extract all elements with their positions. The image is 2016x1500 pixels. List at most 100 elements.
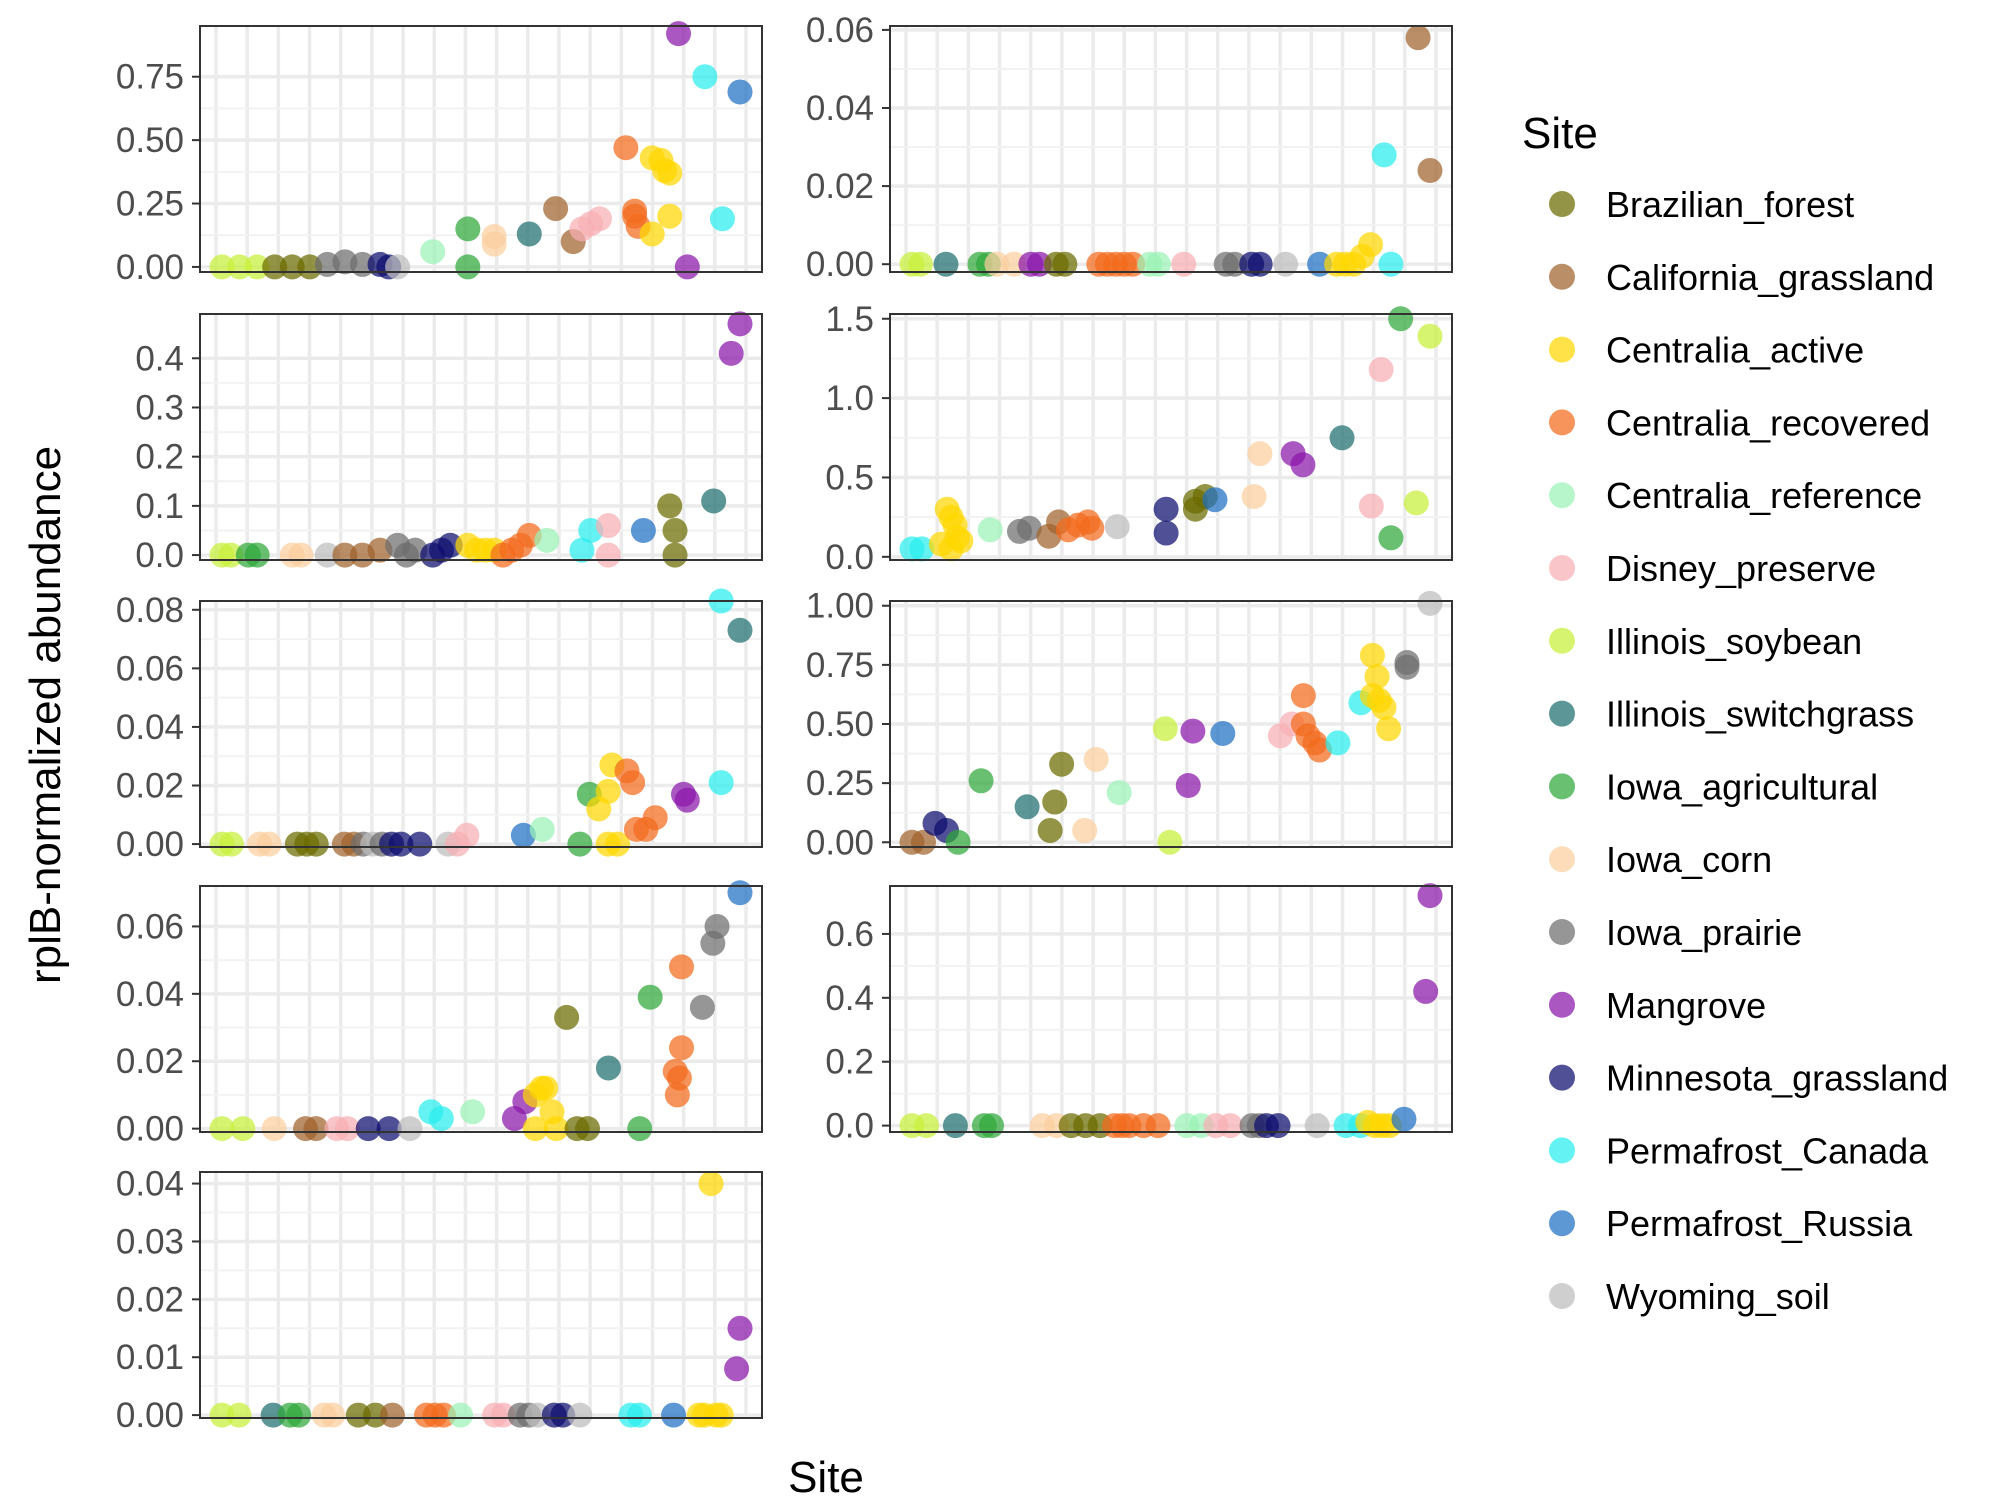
data-point — [1079, 515, 1105, 541]
data-point — [1217, 1113, 1243, 1139]
data-point — [460, 1099, 486, 1125]
data-point — [674, 254, 700, 280]
y-tick-label: 0.08 — [116, 591, 184, 630]
y-tick-label: 0.00 — [116, 1110, 184, 1149]
data-point — [279, 254, 305, 280]
legend-label: Wyoming_soil — [1606, 1276, 1830, 1317]
data-point — [968, 768, 994, 794]
chart-panels: 0.000.250.500.750.000.020.040.06 0.0 0.1 0.… — [116, 11, 1453, 1435]
data-point — [388, 831, 414, 857]
data-point — [218, 831, 244, 857]
legend-item: Centralia_active — [1549, 330, 1864, 371]
data-point — [1378, 525, 1404, 551]
data-point — [727, 1315, 753, 1341]
legend-item: California_grassland — [1549, 257, 1934, 298]
data-point — [637, 984, 663, 1010]
data-point — [704, 913, 730, 939]
data-point — [533, 1075, 559, 1101]
legend-key — [1549, 409, 1575, 436]
panel-border — [199, 600, 763, 848]
data-point — [669, 954, 695, 980]
legend-item: Iowa_agricultural — [1549, 766, 1878, 807]
data-point — [1145, 251, 1171, 277]
panel-p1: 0.00 0.25 0.50 0.75 — [116, 21, 763, 287]
y-tick-label: 0.4 — [135, 339, 184, 378]
data-point — [945, 829, 971, 855]
legend-key — [1549, 1283, 1575, 1309]
y-tick-label: 0.1 — [135, 487, 184, 526]
panel-border — [199, 885, 763, 1133]
data-point — [1290, 683, 1316, 709]
data-point — [332, 542, 358, 568]
data-point — [454, 822, 480, 848]
legend-key — [1549, 1210, 1575, 1237]
y-tick-label: 0.3 — [135, 388, 184, 427]
y-tick-label: 0.5 — [825, 458, 874, 497]
data-point — [407, 831, 433, 857]
data-point — [1290, 452, 1316, 478]
data-point — [727, 880, 753, 906]
legend-item: Iowa_corn — [1549, 839, 1772, 880]
legend-item: Disney_preserve — [1549, 548, 1876, 589]
data-point — [575, 1116, 601, 1142]
y-tick-label: 0.2 — [825, 1043, 874, 1082]
data-point — [1016, 515, 1042, 541]
data-point — [718, 340, 744, 366]
x-axis-title: Site — [788, 1453, 864, 1500]
data-point — [942, 1113, 968, 1139]
legend-item: Wyoming_soil — [1549, 1276, 1830, 1317]
data-point — [226, 1402, 252, 1428]
data-point — [1304, 1113, 1330, 1139]
legend-label: Illinois_switchgrass — [1606, 694, 1914, 735]
data-point — [669, 1035, 695, 1061]
legend-label: Brazilian_forest — [1606, 184, 1854, 225]
data-point — [244, 254, 270, 280]
legend: Site Brazilian_forest California_grasslan… — [1522, 109, 1948, 1317]
data-point — [286, 1402, 312, 1428]
legend-item: Permafrost_Canada — [1549, 1130, 1929, 1171]
data-point — [303, 831, 329, 857]
data-point — [613, 135, 639, 161]
y-tick-label: 0.00 — [116, 248, 184, 287]
data-point — [1153, 520, 1179, 546]
data-point — [642, 805, 668, 831]
panel-border — [199, 1171, 763, 1419]
data-point — [587, 206, 613, 232]
data-point — [1388, 306, 1414, 332]
panel-background — [890, 886, 1452, 1132]
data-point — [428, 1106, 454, 1132]
data-point — [979, 1113, 1005, 1139]
data-point — [909, 536, 935, 562]
data-point — [708, 770, 734, 796]
panel-p2: 0.00 0.02 0.04 0.06 — [806, 11, 1453, 284]
data-point — [662, 517, 688, 543]
data-point — [437, 532, 463, 558]
panel-p4: 0.0 0.5 1.0 1.5 — [825, 300, 1453, 577]
legend-item: Iowa_prairie — [1549, 912, 1802, 953]
data-point — [355, 1116, 381, 1142]
data-point — [543, 1116, 569, 1142]
panel-p5: 0.00 0.02 0.04 0.06 0.08 — [116, 588, 763, 864]
legend-key — [1549, 991, 1575, 1018]
data-point — [534, 527, 560, 553]
legend-label: Iowa_corn — [1606, 839, 1772, 880]
legend-key — [1549, 482, 1575, 509]
data-point — [1405, 25, 1431, 51]
data-point — [1171, 251, 1197, 277]
data-point — [595, 513, 621, 539]
data-point — [727, 79, 753, 105]
data-point — [379, 1402, 405, 1428]
y-axis-title: rplB-normalized abundance — [21, 446, 70, 984]
data-point — [510, 822, 536, 848]
data-point — [1241, 484, 1267, 510]
panel-border — [199, 313, 763, 561]
y-tick-label: 0.02 — [116, 1042, 184, 1081]
data-point — [701, 488, 727, 514]
y-tick-label: 1.5 — [825, 300, 874, 339]
y-tick-label: 0.0 — [135, 536, 184, 575]
data-point — [727, 617, 753, 643]
y-tick-label: 0.0 — [825, 538, 874, 577]
data-point — [689, 994, 715, 1020]
y-tick-label: 0.04 — [806, 89, 874, 128]
